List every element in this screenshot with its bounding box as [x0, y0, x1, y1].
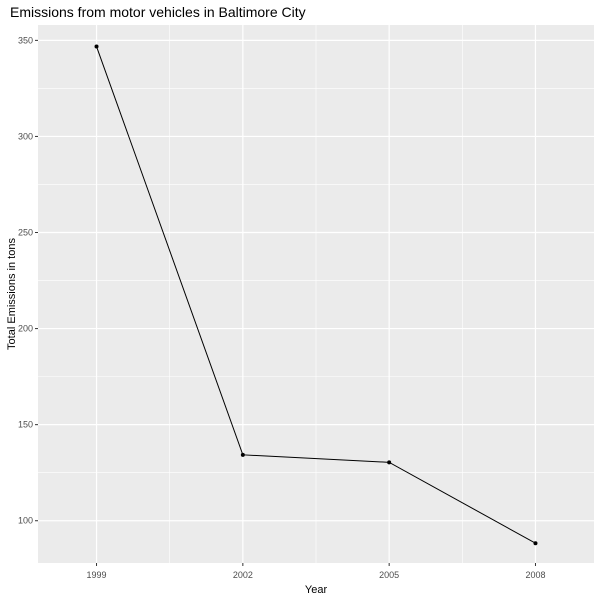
data-point [240, 452, 245, 457]
y-tick-label: 300 [18, 131, 33, 141]
data-point [94, 44, 99, 49]
y-axis-title: Total Emissions in tons [6, 238, 18, 350]
chart-title: Emissions from motor vehicles in Baltimo… [10, 4, 306, 20]
x-tick-label: 2008 [525, 570, 545, 580]
x-tick-label: 1999 [87, 570, 107, 580]
y-axis: 100 150 200 250 300 350 [18, 35, 38, 526]
y-tick-label: 350 [18, 35, 33, 45]
minor-gridlines [38, 25, 594, 563]
y-tick-label: 100 [18, 516, 33, 526]
x-tick-label: 2002 [233, 570, 253, 580]
x-axis-title: Year [305, 584, 328, 596]
data-point [387, 460, 392, 465]
y-tick-label: 200 [18, 324, 33, 334]
y-tick-label: 250 [18, 228, 33, 238]
x-axis: 1999 2002 2005 2008 [87, 563, 545, 580]
y-tick-label: 150 [18, 420, 33, 430]
series-line [96, 46, 536, 544]
series [94, 44, 538, 546]
data-point [533, 541, 538, 546]
x-tick-label: 2005 [379, 570, 399, 580]
major-gridlines [38, 25, 594, 563]
